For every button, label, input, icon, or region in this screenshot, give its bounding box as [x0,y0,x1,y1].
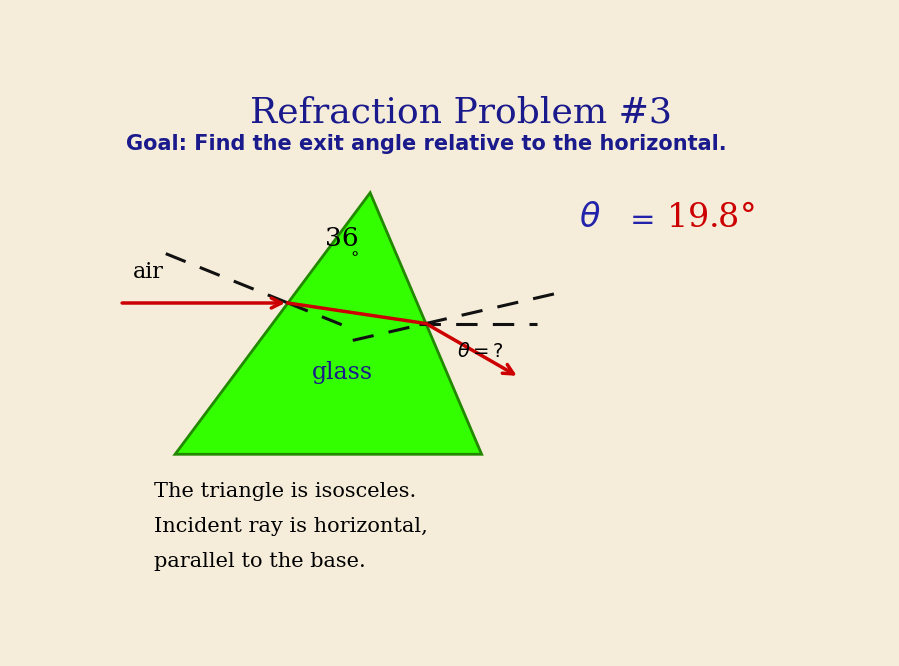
Text: $\mathregular{19.8°}$: $\mathregular{19.8°}$ [666,202,755,234]
Text: $\theta$: $\theta$ [579,202,601,234]
Text: $=$: $=$ [625,203,654,234]
Text: Goal: Find the exit angle relative to the horizontal.: Goal: Find the exit angle relative to th… [126,134,727,154]
Text: air: air [133,261,165,283]
Text: °: ° [351,250,359,267]
Text: Refraction Problem #3: Refraction Problem #3 [250,95,672,129]
Text: glass: glass [312,361,373,384]
Polygon shape [175,192,482,454]
Text: 36: 36 [325,226,359,251]
Text: The triangle is isosceles.: The triangle is isosceles. [155,482,416,501]
Text: Incident ray is horizontal,: Incident ray is horizontal, [155,517,428,536]
Text: $\theta = ?$: $\theta = ?$ [458,342,504,361]
Text: parallel to the base.: parallel to the base. [155,552,366,571]
